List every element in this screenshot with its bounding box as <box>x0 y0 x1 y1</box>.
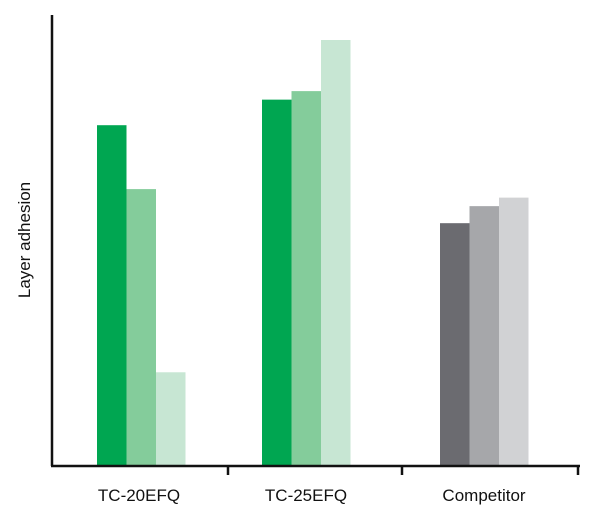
x-tick-labels: TC-20EFQ TC-25EFQ Competitor <box>98 486 526 505</box>
y-axis-label: Layer adhesion <box>15 182 34 298</box>
bar-tc-25efq-1 <box>262 99 292 466</box>
bar-tc-25efq-2 <box>291 91 321 467</box>
bar-competitor-1 <box>440 223 470 466</box>
x-tick-label: TC-20EFQ <box>98 486 180 505</box>
bar-tc-20efq-1 <box>97 125 127 466</box>
bars-group <box>97 40 529 467</box>
bar-tc-20efq-2 <box>126 189 156 466</box>
bar-competitor-3 <box>499 197 529 466</box>
bar-tc-25efq-3 <box>321 40 351 466</box>
x-tick-label: Competitor <box>442 486 525 505</box>
bar-competitor-2 <box>469 206 499 466</box>
x-tick-label: TC-25EFQ <box>265 486 347 505</box>
x-ticks <box>226 466 580 475</box>
bar-tc-20efq-3 <box>156 372 186 466</box>
